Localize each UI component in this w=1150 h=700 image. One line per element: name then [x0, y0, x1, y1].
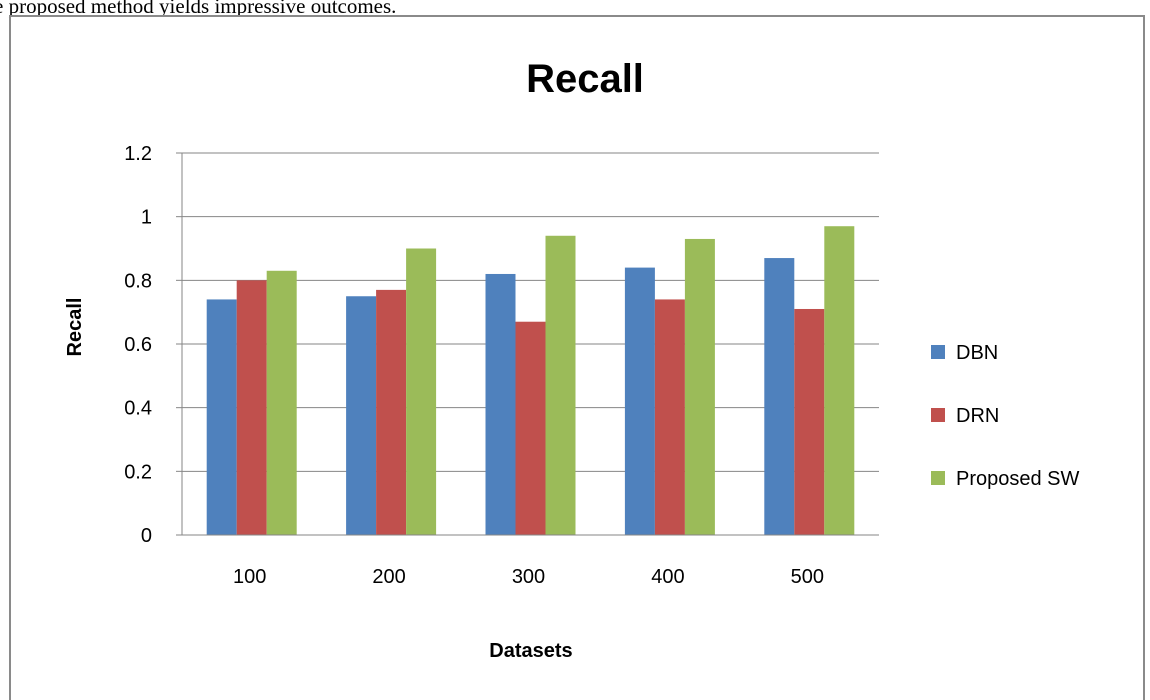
- y-tick-label: 0: [141, 525, 152, 547]
- y-tick-label: 1.2: [124, 143, 152, 165]
- bar-proposed-sw: [545, 235, 576, 535]
- legend-label: DRN: [956, 405, 999, 427]
- bar-dbn: [624, 267, 655, 535]
- y-tick-label: 0.8: [124, 270, 152, 292]
- caption-text: e proposed method yields impressive outc…: [0, 0, 397, 18]
- x-tick-label: 500: [791, 566, 824, 588]
- bar-proposed-sw: [406, 248, 437, 535]
- recall-bar-chart: Recall Datasets Recall 0 0.2 0.4 0.6 0.8 1 1.2…: [64, 57, 1080, 662]
- y-tick-label: 0.4: [124, 398, 152, 420]
- bar-drn: [794, 308, 825, 535]
- bar-drn: [236, 280, 267, 535]
- legend-label: Proposed SW: [956, 468, 1080, 490]
- legend-swatch: [931, 345, 945, 359]
- bar-drn: [515, 321, 546, 535]
- legend-swatch: [931, 408, 945, 422]
- bar-proposed-sw: [684, 238, 715, 535]
- legend: DBN DRN Proposed SW: [931, 342, 1080, 490]
- chart-title: Recall: [526, 57, 644, 101]
- bar-drn: [654, 299, 685, 535]
- chart-frame: Recall Datasets Recall 0 0.2 0.4 0.6 0.8 1 1.2…: [9, 15, 1145, 700]
- legend-swatch: [931, 471, 945, 485]
- legend-label: DBN: [956, 342, 998, 364]
- bars: [206, 226, 855, 535]
- bar-proposed-sw: [266, 270, 297, 535]
- x-axis-label: Datasets: [489, 640, 572, 662]
- y-tick-label: 0.6: [124, 334, 152, 356]
- bar-proposed-sw: [824, 226, 855, 535]
- y-tick-label: 1: [141, 207, 152, 229]
- y-axis-label: Recall: [64, 298, 86, 357]
- bar-dbn: [485, 273, 516, 535]
- x-tick-label: 200: [372, 566, 405, 588]
- x-tick-label: 300: [512, 566, 545, 588]
- y-tick-label: 0.2: [124, 461, 152, 483]
- x-tick-label: 100: [233, 566, 266, 588]
- axes: 0 0.2 0.4 0.6 0.8 1 1.2 100 200 300 400 500: [124, 143, 879, 588]
- bar-dbn: [346, 296, 377, 535]
- bar-dbn: [206, 299, 237, 535]
- x-tick-label: 400: [651, 566, 684, 588]
- bar-dbn: [764, 258, 795, 535]
- bar-drn: [376, 289, 407, 535]
